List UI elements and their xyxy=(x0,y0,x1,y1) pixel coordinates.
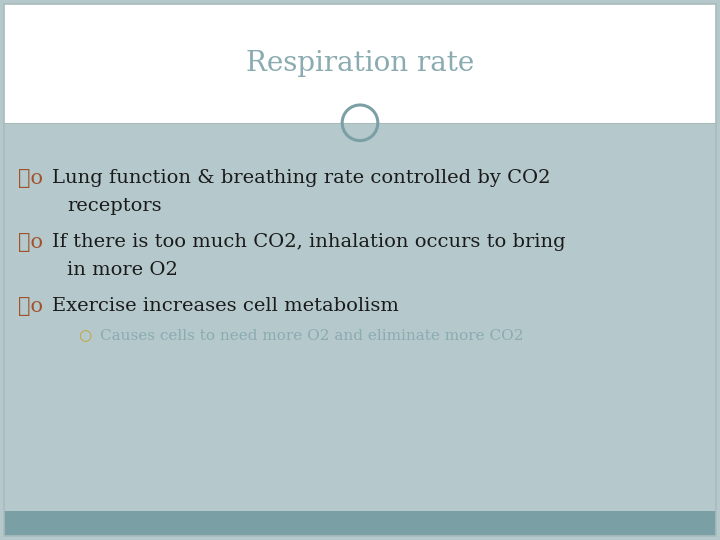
Text: receptors: receptors xyxy=(67,197,161,214)
Text: If there is too much CO2, inhalation occurs to bring: If there is too much CO2, inhalation occ… xyxy=(52,233,566,251)
Text: ∾o: ∾o xyxy=(18,296,43,315)
Text: in more O2: in more O2 xyxy=(67,261,178,279)
Bar xyxy=(4,4,716,123)
Text: ○: ○ xyxy=(78,329,91,343)
Text: Exercise increases cell metabolism: Exercise increases cell metabolism xyxy=(52,296,399,315)
Text: Respiration rate: Respiration rate xyxy=(246,50,474,77)
Text: Lung function & breathing rate controlled by CO2: Lung function & breathing rate controlle… xyxy=(52,168,551,187)
Text: ∾o: ∾o xyxy=(18,168,43,187)
Bar xyxy=(4,511,716,536)
Text: ∾o: ∾o xyxy=(18,233,43,252)
Text: Causes cells to need more O2 and eliminate more CO2: Causes cells to need more O2 and elimina… xyxy=(100,329,523,342)
